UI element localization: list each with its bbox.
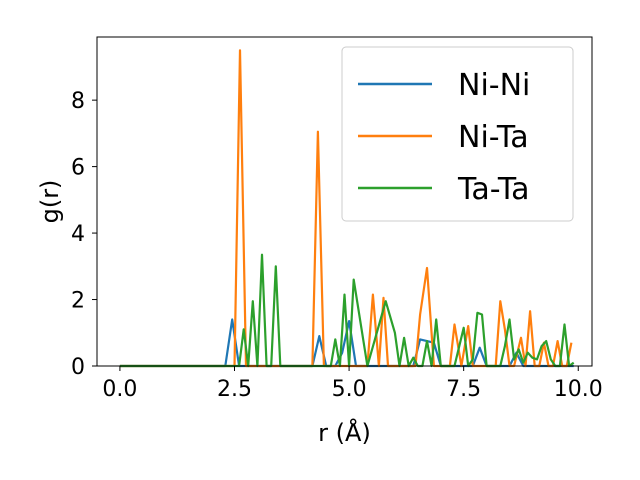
y-tick-label: 4 (71, 222, 85, 247)
x-tick-label: 7.5 (446, 377, 481, 402)
x-tick-label: 2.5 (217, 377, 252, 402)
y-tick-label: 0 (71, 355, 85, 380)
y-tick-label: 2 (71, 289, 85, 314)
y-axis-ticks: 0 2 4 6 8 (71, 89, 97, 380)
y-tick-label: 6 (71, 156, 85, 181)
legend-label-ta-ta: Ta-Ta (457, 172, 530, 207)
y-tick-label: 8 (71, 89, 85, 114)
x-tick-label: 10.0 (554, 377, 603, 402)
axes-frame (96, 36, 593, 367)
legend-label-ni-ni: Ni-Ni (458, 68, 530, 103)
x-tick-label: 0.0 (102, 377, 137, 402)
y-axis-label: g(r) (36, 180, 64, 224)
legend: Ni-Ni Ni-Ta Ta-Ta (341, 46, 574, 222)
legend-box (341, 46, 574, 222)
x-axis-label: r (Å) (318, 418, 371, 447)
x-axis-ticks: 0.0 2.5 5.0 7.5 10.0 (102, 366, 603, 402)
series-line-ta-ta (119, 253, 575, 368)
legend-label-ni-ta: Ni-Ta (458, 120, 529, 155)
x-tick-label: 5.0 (332, 377, 367, 402)
